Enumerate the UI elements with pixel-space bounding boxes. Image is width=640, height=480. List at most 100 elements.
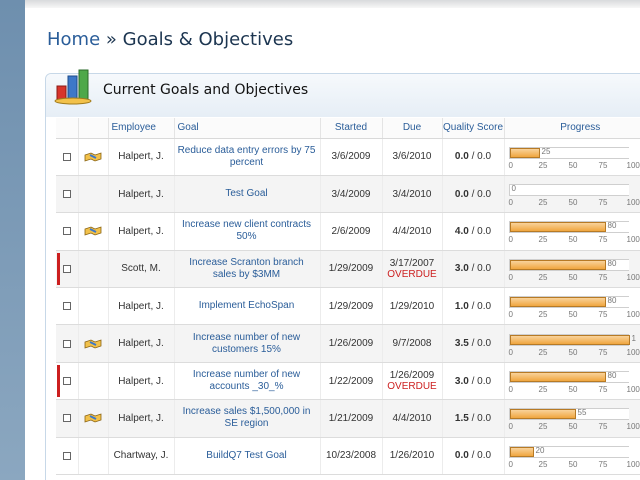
progress-tick-label: 50 [568, 347, 578, 357]
goal-link[interactable]: Increase Scranton branch sales by $3MM [189, 256, 304, 280]
table-row: Halpert, J. Increase number of new custom… [56, 324, 640, 363]
progress-bar-fill [509, 446, 534, 457]
progress-track: 20 [508, 445, 629, 458]
due-cell: 3/17/2007 OVERDUE [381, 250, 442, 289]
progress-tick-label: 75 [598, 310, 608, 320]
started-cell: 3/6/2009 [319, 138, 382, 176]
progress-tick-label: 100 [626, 198, 640, 208]
progress-value-label: 0 [511, 184, 516, 194]
progress-tick-label: 100 [626, 422, 640, 432]
header-employee[interactable]: Employee [107, 118, 174, 139]
header-progress[interactable]: Progress [503, 118, 640, 139]
progress-tick-label: 0 [508, 422, 513, 432]
goal-link[interactable]: Increase number of new customers 15% [192, 331, 301, 355]
goal-cell: Increase new client contracts 50% [173, 212, 320, 251]
select-cell [56, 287, 78, 326]
quality-score: 3.0 [454, 375, 469, 387]
progress-tick-label: 75 [598, 160, 608, 170]
row-checkbox[interactable] [62, 376, 71, 385]
progress-chart: 55 0 25 50 75 100 [508, 405, 640, 432]
icon-cell [77, 287, 108, 326]
due-date: 4/4/2010 [392, 225, 432, 237]
progress-cell: 25 0 25 50 75 100 [503, 138, 640, 176]
row-checkbox[interactable] [62, 451, 71, 460]
progress-tick-label: 75 [598, 347, 608, 357]
panel-header: Current Goals and Objectives [46, 69, 640, 117]
row-checkbox[interactable] [62, 152, 71, 161]
progress-axis: 0 25 50 75 100 [509, 310, 640, 320]
progress-axis: 0 25 50 75 100 [509, 198, 640, 208]
progress-track: 80 [508, 296, 629, 309]
icon-cell [77, 212, 108, 251]
row-checkbox[interactable] [62, 189, 71, 198]
icon-cell [77, 362, 108, 401]
progress-tick-label: 75 [598, 235, 608, 245]
header-started[interactable]: Started [319, 118, 382, 139]
table-row: Chartway, J. BuildQ7 Test Goal 10/23/2008 1… [56, 437, 640, 476]
header-due[interactable]: Due [381, 118, 442, 139]
due-cell: 1/26/2010 [381, 437, 442, 476]
page-title: Goals & Objectives [122, 29, 294, 50]
overdue-badge: OVERDUE [387, 381, 437, 393]
progress-tick-label: 0 [508, 272, 513, 282]
row-checkbox[interactable] [62, 227, 71, 236]
quality-score-cell: 0.0 / 0.0 [441, 437, 504, 476]
due-cell: 9/7/2008 [381, 324, 442, 363]
progress-tick-label: 50 [568, 422, 578, 432]
header-select [56, 118, 78, 139]
select-cell [56, 175, 78, 214]
breadcrumb-separator: » [100, 29, 123, 50]
quality-score: 0.0 [454, 151, 469, 163]
goal-link[interactable]: BuildQ7 Test Goal [206, 449, 287, 461]
goal-link[interactable]: Test Goal [225, 188, 268, 200]
progress-value-label: 80 [607, 221, 617, 231]
started-cell: 2/6/2009 [319, 212, 382, 251]
progress-value-label: 80 [607, 371, 617, 381]
progress-tick-label: 100 [626, 347, 640, 357]
row-checkbox[interactable] [62, 302, 71, 311]
goal-link[interactable]: Increase number of new accounts _30_% [192, 369, 301, 393]
progress-bar-fill [509, 297, 606, 308]
table-row: Halpert, J. Test Goal 3/4/2009 3/4/2010 0.0 … [56, 175, 640, 214]
progress-chart: 80 0 25 50 75 100 [508, 368, 640, 395]
row-checkbox[interactable] [62, 264, 71, 273]
breadcrumb-home-link[interactable]: Home [47, 29, 101, 50]
table-row: Halpert, J. Increase new client contracts… [56, 212, 640, 251]
goal-link[interactable]: Reduce data entry errors by 75 percent [177, 144, 316, 168]
progress-bar-fill [509, 372, 606, 383]
progress-tick-label: 100 [626, 385, 640, 395]
goal-link[interactable]: Increase new client contracts 50% [182, 219, 311, 243]
quality-score-max: / 0.0 [468, 450, 492, 462]
handshake-icon [84, 151, 102, 162]
started-cell: 1/21/2009 [319, 399, 382, 438]
quality-score-cell: 3.0 / 0.0 [441, 362, 504, 401]
goal-cell: Implement EchoSpan [173, 287, 320, 326]
progress-bar-fill [509, 147, 540, 158]
progress-track: 80 [508, 221, 629, 234]
goal-cell: Increase number of new accounts _30_% [173, 362, 320, 401]
progress-tick-label: 50 [568, 385, 578, 395]
progress-bar-fill [509, 222, 606, 233]
progress-cell: 80 0 25 50 75 100 [503, 362, 640, 401]
goal-link[interactable]: Implement EchoSpan [198, 300, 295, 312]
progress-value-label: 80 [607, 258, 617, 268]
quality-score-max: / 0.0 [468, 188, 492, 200]
select-cell [56, 362, 78, 401]
quality-score: 3.0 [454, 263, 469, 275]
progress-tick-label: 75 [598, 459, 608, 469]
header-goal[interactable]: Goal [173, 118, 320, 139]
progress-tick-label: 25 [538, 347, 548, 357]
goal-link[interactable]: Increase sales $1,500,000 in SE region [182, 406, 311, 430]
progress-bar-fill [509, 409, 576, 420]
quality-score-max: / 0.0 [468, 338, 492, 350]
row-checkbox[interactable] [62, 339, 71, 348]
progress-chart: 80 0 25 50 75 100 [508, 218, 640, 245]
quality-score-cell: 1.5 / 0.0 [441, 399, 504, 438]
progress-axis: 0 25 50 75 100 [509, 459, 640, 470]
progress-value-label: 25 [541, 146, 551, 156]
progress-tick-label: 0 [508, 347, 513, 357]
header-quality-score[interactable]: Quality Score [441, 118, 504, 139]
progress-tick-label: 25 [538, 310, 548, 320]
progress-bar-fill [509, 334, 630, 345]
row-checkbox[interactable] [62, 414, 71, 423]
